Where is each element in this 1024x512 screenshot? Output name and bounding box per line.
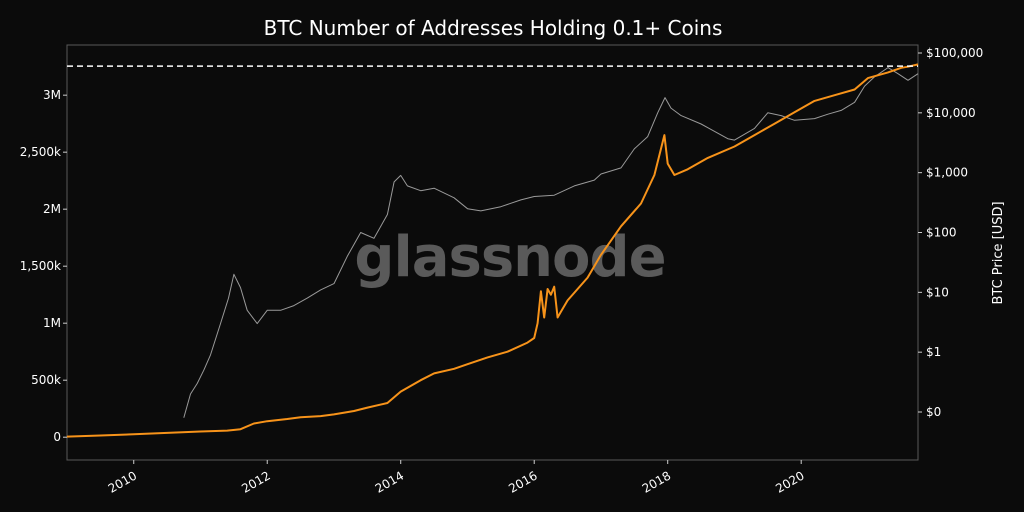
left-tick-label: 500k [31,373,61,387]
left-tick-label: 2M [43,202,61,216]
left-axis: 0 500k 1M 1,500k 2M 2,500k 3M [20,88,67,444]
price-series-line [183,67,919,418]
chart-title: BTC Number of Addresses Holding 0.1+ Coi… [264,16,723,40]
addresses-series-line [66,63,919,438]
left-tick-label: 0 [53,430,61,444]
right-tick-label: $1,000 [926,166,968,180]
left-tick-label: 1,500k [20,259,61,273]
right-tick-label: $10 [926,285,949,299]
left-tick-label: 3M [43,88,61,102]
left-tick-label: 2,500k [20,145,61,159]
right-tick-label: $0 [926,405,941,419]
watermark: glassnode [354,225,665,290]
right-axis: $0 $1 $10 $100 $1,000 $10,000 $100,000 [918,46,983,419]
right-tick-label: $1 [926,345,941,359]
right-tick-label: $100,000 [926,46,983,60]
right-tick-label: $100 [926,226,957,240]
series-layer [66,63,919,438]
right-tick-label: $10,000 [926,106,976,120]
right-axis-label: BTC Price [USD] [991,201,1006,304]
left-tick-label: 1M [43,316,61,330]
